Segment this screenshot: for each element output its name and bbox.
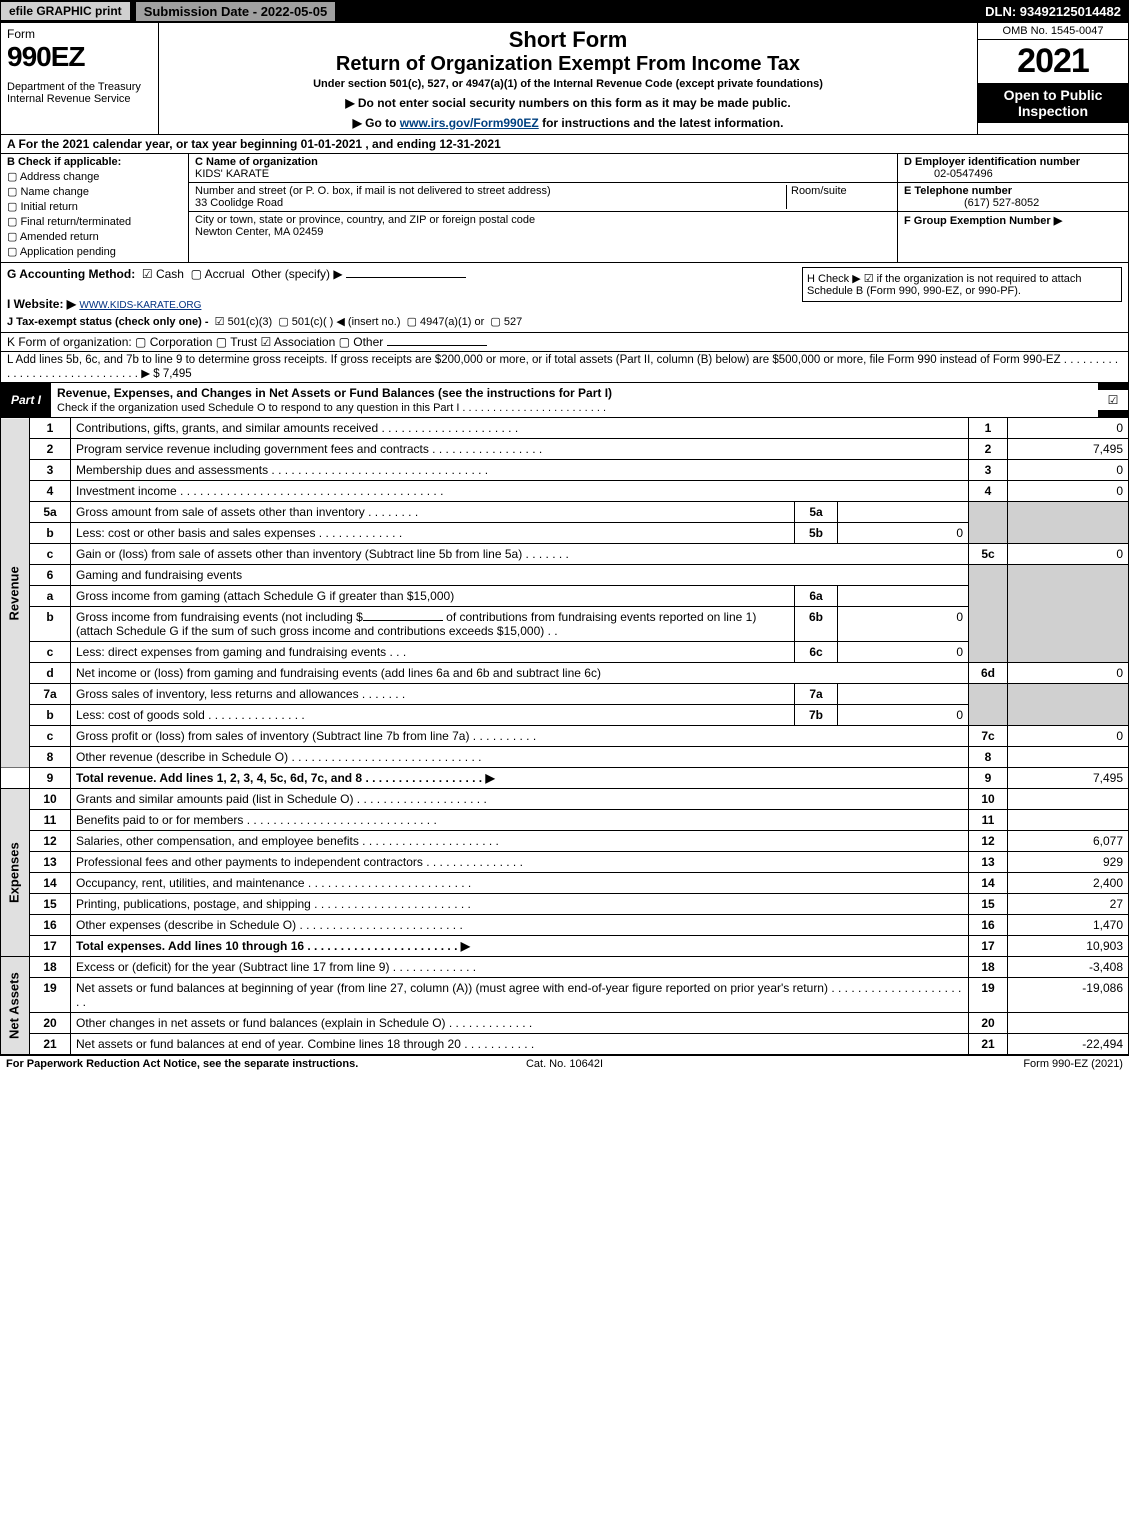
dln: DLN: 93492125014482 <box>985 4 1129 19</box>
title-return: Return of Organization Exempt From Incom… <box>165 53 971 76</box>
row-1-bn: 1 <box>969 418 1008 439</box>
chk-cash[interactable]: ☑ Cash <box>142 267 184 281</box>
chk-527[interactable]: ▢ 527 <box>490 316 522 328</box>
b-label: B Check if applicable: <box>7 156 182 168</box>
chk-501c[interactable]: ▢ 501(c)( ) ◀ (insert no.) <box>278 316 400 328</box>
total-expenses-val: 10,903 <box>1008 936 1129 957</box>
sidelabel-netassets: Net Assets <box>1 957 30 1055</box>
footer-center: Cat. No. 10642I <box>378 1058 750 1070</box>
sidelabel-revenue: Revenue <box>1 418 30 768</box>
page-footer: For Paperwork Reduction Act Notice, see … <box>0 1055 1129 1072</box>
efile-print-button[interactable]: efile GRAPHIC print <box>0 1 131 21</box>
org-name: KIDS' KARATE <box>195 168 269 180</box>
sidelabel-expenses: Expenses <box>1 789 30 957</box>
f-group: F Group Exemption Number ▶ <box>898 212 1128 229</box>
line-a: A For the 2021 calendar year, or tax yea… <box>0 135 1129 154</box>
omb-number: OMB No. 1545-0047 <box>978 23 1128 40</box>
org-city: Newton Center, MA 02459 <box>195 226 323 238</box>
note-link: ▶ Go to www.irs.gov/Form990EZ for instru… <box>165 116 971 130</box>
part1-checkbox[interactable]: ☑ <box>1098 390 1128 410</box>
net-assets-end-val: -22,494 <box>1008 1034 1129 1055</box>
h-box: H Check ▶ ☑ if the organization is not r… <box>802 267 1122 302</box>
chk-address-change[interactable]: ▢ Address change <box>7 170 182 183</box>
ein-value: 02-0547496 <box>904 168 993 180</box>
c-city-row: City or town, state or province, country… <box>189 212 897 240</box>
line-l-value: $ 7,495 <box>153 368 191 380</box>
chk-name-change[interactable]: ▢ Name change <box>7 185 182 198</box>
d-ein: D Employer identification number 02-0547… <box>898 154 1128 183</box>
e-tel: E Telephone number (617) 527-8052 <box>898 183 1128 212</box>
footer-right: Form 990-EZ (2021) <box>751 1058 1123 1070</box>
part1-header: Part I Revenue, Expenses, and Changes in… <box>0 383 1129 418</box>
chk-application-pending[interactable]: ▢ Application pending <box>7 245 182 258</box>
irs-link[interactable]: www.irs.gov/Form990EZ <box>400 116 539 130</box>
subtitle: Under section 501(c), 527, or 4947(a)(1)… <box>165 78 971 90</box>
revenue-table: Revenue 1 Contributions, gifts, grants, … <box>0 418 1129 1055</box>
col-def: D Employer identification number 02-0547… <box>897 154 1128 262</box>
dept-treasury: Department of the Treasury <box>7 81 152 93</box>
c-name-row: C Name of organization KIDS' KARATE <box>189 154 897 183</box>
chk-501c3[interactable]: ☑ 501(c)(3) <box>215 316 273 328</box>
line-k: K Form of organization: ▢ Corporation ▢ … <box>0 333 1129 352</box>
section-bcdef: B Check if applicable: ▢ Address change … <box>0 154 1129 263</box>
chk-final-return[interactable]: ▢ Final return/terminated <box>7 215 182 228</box>
form-header: Form 990EZ Department of the Treasury In… <box>0 22 1129 135</box>
row-1-num: 1 <box>30 418 71 439</box>
section-gh: G Accounting Method: ☑ Cash ▢ Accrual Ot… <box>0 263 1129 333</box>
chk-amended-return[interactable]: ▢ Amended return <box>7 230 182 243</box>
chk-other-method[interactable]: Other (specify) ▶ <box>251 267 342 281</box>
h-check[interactable]: H Check ▶ ☑ if the organization is not r… <box>807 273 1082 297</box>
col-c: C Name of organization KIDS' KARATE Numb… <box>189 154 897 262</box>
header-left: Form 990EZ Department of the Treasury In… <box>1 23 159 134</box>
footer-left: For Paperwork Reduction Act Notice, see … <box>6 1058 378 1070</box>
room-suite-label: Room/suite <box>791 185 847 197</box>
row-2-val: 7,495 <box>1008 439 1129 460</box>
note-ssn: ▶ Do not enter social security numbers o… <box>165 96 971 110</box>
g-left: G Accounting Method: ☑ Cash ▢ Accrual Ot… <box>7 267 802 328</box>
part1-title: Revenue, Expenses, and Changes in Net As… <box>51 383 1098 417</box>
chk-accrual[interactable]: ▢ Accrual <box>191 267 245 281</box>
tel-value: (617) 527-8052 <box>904 197 1039 209</box>
chk-4947[interactable]: ▢ 4947(a)(1) or <box>407 316 485 328</box>
c-street-row: Number and street (or P. O. box, if mail… <box>189 183 897 212</box>
row-1-val: 0 <box>1008 418 1129 439</box>
title-short-form: Short Form <box>165 27 971 53</box>
header-center: Short Form Return of Organization Exempt… <box>159 23 977 134</box>
h-right: H Check ▶ ☑ if the organization is not r… <box>802 267 1122 328</box>
tax-year: 2021 <box>978 40 1128 83</box>
form-word: Form <box>7 27 152 41</box>
part1-label: Part I <box>1 390 51 410</box>
open-to-public: Open to Public Inspection <box>978 83 1128 123</box>
irs-label: Internal Revenue Service <box>7 93 152 105</box>
website-link[interactable]: WWW.KIDS-KARATE.ORG <box>79 300 201 311</box>
submission-date: Submission Date - 2022-05-05 <box>135 1 337 22</box>
top-bar: efile GRAPHIC print Submission Date - 20… <box>0 0 1129 22</box>
col-b: B Check if applicable: ▢ Address change … <box>1 154 189 262</box>
form-number: 990EZ <box>7 41 152 73</box>
line-l: L Add lines 5b, 6c, and 7b to line 9 to … <box>0 352 1129 383</box>
org-street: 33 Coolidge Road <box>195 197 283 209</box>
header-right: OMB No. 1545-0047 2021 Open to Public In… <box>977 23 1128 134</box>
total-revenue-val: 7,495 <box>1008 768 1129 789</box>
chk-initial-return[interactable]: ▢ Initial return <box>7 200 182 213</box>
row-1-text: Contributions, gifts, grants, and simila… <box>71 418 969 439</box>
